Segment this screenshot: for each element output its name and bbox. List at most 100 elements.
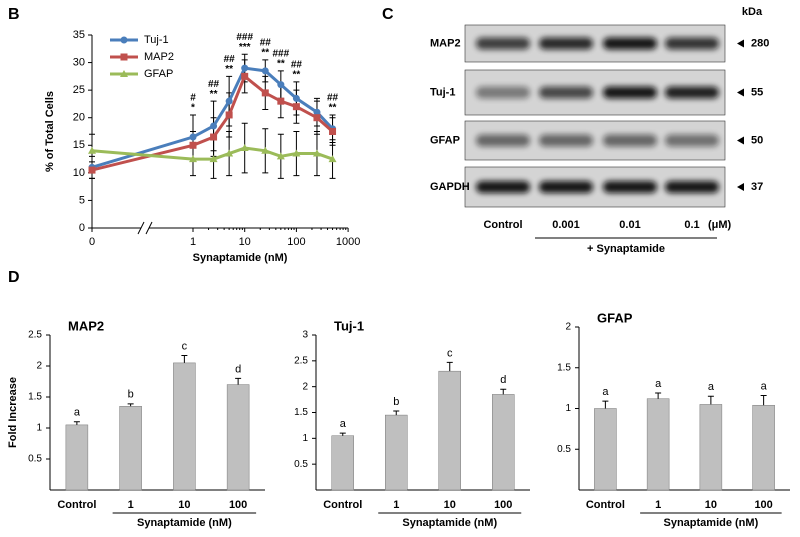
bar <box>646 398 670 491</box>
marker <box>189 141 197 149</box>
lane-label: 0.1 <box>684 219 699 231</box>
y-tick-label: 25 <box>73 84 85 96</box>
x-tick-label: 1 <box>655 499 661 511</box>
x-tick-label: 10 <box>705 499 717 511</box>
blot-band <box>665 181 719 193</box>
bar <box>173 362 196 491</box>
marker <box>210 133 218 141</box>
x-axis-label: Synaptamide (nM) <box>137 517 232 529</box>
group-letter: c <box>447 347 453 359</box>
group-letter: a <box>761 380 768 392</box>
y-tick-label: 1.5 <box>28 392 42 403</box>
y-tick-label: 35 <box>73 29 85 41</box>
y-tick-label: 1 <box>565 403 571 414</box>
marker <box>189 155 197 163</box>
chart-title: GFAP <box>597 310 633 325</box>
group-letter: b <box>128 389 134 401</box>
marker <box>261 67 269 75</box>
x-tick-label: 1 <box>190 236 196 248</box>
marker <box>225 149 234 157</box>
blot-band <box>539 37 593 50</box>
y-tick-label: 3 <box>302 330 308 341</box>
bar <box>226 384 250 491</box>
unit-label: (μM) <box>708 219 732 231</box>
lane-label: Control <box>483 219 522 231</box>
blot-band <box>476 86 530 99</box>
x-tick-label: Control <box>586 499 625 511</box>
x-tick-label: 10 <box>239 236 251 248</box>
bar <box>65 424 89 491</box>
y-tick-label: 5 <box>79 194 85 206</box>
blot-band <box>603 37 657 50</box>
bar <box>594 408 617 491</box>
marker <box>240 144 249 152</box>
x-tick-label: 1000 <box>336 236 360 248</box>
significance-mark: ** <box>277 58 285 69</box>
error-bar <box>446 361 453 372</box>
error-bar <box>760 394 767 406</box>
bar <box>119 406 142 491</box>
x-axis-label: Synaptamide (nM) <box>664 517 759 529</box>
x-tick-label: 0 <box>89 236 95 248</box>
x-tick-label: Control <box>57 499 96 511</box>
marker <box>277 81 285 89</box>
marker <box>120 36 128 44</box>
marker <box>292 103 300 111</box>
significance-mark: ## <box>291 60 303 71</box>
x-tick-label: 1 <box>128 499 134 511</box>
x-tick-label: 100 <box>494 499 512 511</box>
series-line <box>91 73 334 172</box>
marker <box>88 146 96 154</box>
y-tick-label: 1.5 <box>294 407 308 418</box>
marker <box>313 114 321 122</box>
row-label: MAP2 <box>430 37 461 49</box>
y-tick-label: 2 <box>36 361 42 372</box>
error-bar <box>393 410 400 416</box>
y-tick-label: 2.5 <box>28 330 42 341</box>
blot-band <box>476 37 530 50</box>
y-tick-label: 0.5 <box>294 459 308 470</box>
y-tick-label: 1 <box>36 423 42 434</box>
significance-mark: ## <box>224 54 236 65</box>
chart-title: MAP2 <box>68 318 104 333</box>
error-bar <box>707 395 714 405</box>
blot-band <box>665 134 719 147</box>
error-bar <box>655 392 662 399</box>
error-bar <box>73 421 80 425</box>
x-tick-label: 100 <box>754 499 772 511</box>
kda-label: kDa <box>742 6 763 18</box>
x-tick-label: 100 <box>229 499 247 511</box>
x-tick-label: 10 <box>444 499 456 511</box>
marker-arrow <box>737 136 744 145</box>
y-tick-label: 1 <box>302 433 308 444</box>
chart-title: Tuj-1 <box>334 318 364 333</box>
blot-band <box>665 86 719 99</box>
marker <box>120 70 128 77</box>
marker <box>328 155 337 163</box>
blot-band <box>603 86 657 99</box>
significance-mark: ### <box>236 32 253 43</box>
group-letter: a <box>708 381 715 393</box>
legend-label: Tuj-1 <box>144 34 169 46</box>
row-label: Tuj-1 <box>430 86 455 98</box>
marker <box>329 128 337 135</box>
kda-marker: 280 <box>751 37 769 49</box>
significance-mark: ### <box>272 48 289 59</box>
significance-mark: ** <box>329 103 337 114</box>
marker <box>209 155 218 163</box>
lane-label: 0.01 <box>619 219 640 231</box>
significance-mark: ** <box>225 64 233 75</box>
axis-break <box>145 221 153 235</box>
significance-mark: * <box>191 103 195 114</box>
blot-band <box>603 134 657 147</box>
group-letter: b <box>393 396 399 408</box>
group-letter: c <box>182 340 188 352</box>
y-tick-label: 10 <box>73 167 85 179</box>
panel-label: C <box>382 6 394 23</box>
y-tick-label: 0.5 <box>557 444 571 455</box>
panel-label: D <box>8 269 20 286</box>
group-letter: d <box>235 363 241 375</box>
y-tick-label: 1.5 <box>557 362 571 373</box>
error-bar <box>500 388 507 395</box>
error-bar <box>339 432 346 436</box>
